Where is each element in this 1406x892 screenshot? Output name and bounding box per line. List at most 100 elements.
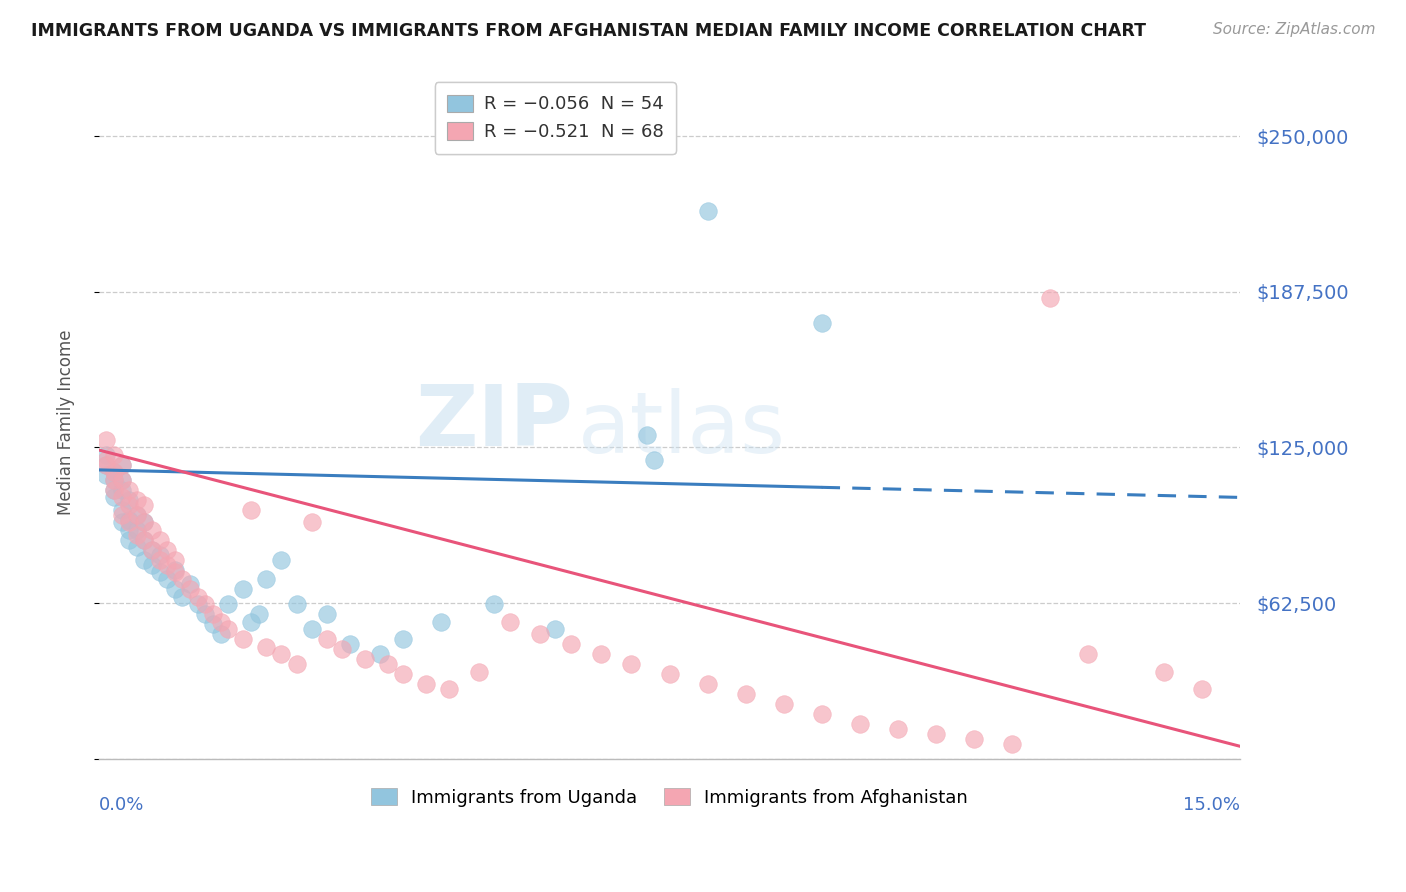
Point [118, 498, 141, 512]
Point [172, 590, 194, 604]
Point [149, 548, 172, 562]
Point [111, 483, 134, 497]
Point [201, 607, 224, 622]
Point [810, 706, 832, 721]
Point [103, 473, 125, 487]
Point [354, 652, 377, 666]
Point [285, 657, 308, 672]
Point [240, 615, 263, 629]
Point [201, 617, 224, 632]
Point [217, 622, 239, 636]
Point [141, 542, 163, 557]
Point [1039, 291, 1062, 305]
Point [111, 508, 134, 522]
Point [696, 203, 718, 218]
Point [254, 573, 277, 587]
Text: ZIP: ZIP [415, 381, 572, 464]
Point [232, 582, 254, 597]
Point [848, 717, 870, 731]
Point [430, 615, 453, 629]
Point [887, 722, 910, 736]
Point [111, 473, 134, 487]
Point [156, 573, 179, 587]
Point [125, 492, 148, 507]
Point [125, 540, 148, 554]
Point [810, 316, 832, 330]
Point [316, 607, 339, 622]
Point [392, 632, 415, 647]
Point [285, 598, 308, 612]
Point [415, 677, 437, 691]
Point [560, 637, 582, 651]
Point [163, 565, 186, 579]
Point [111, 458, 134, 472]
Point [330, 642, 353, 657]
Point [529, 627, 551, 641]
Point [125, 508, 148, 522]
Point [544, 622, 567, 636]
Point [270, 552, 292, 566]
Point [134, 515, 156, 529]
Point [141, 542, 163, 557]
Point [163, 562, 186, 576]
Point [96, 458, 118, 472]
Point [118, 492, 141, 507]
Point [103, 448, 125, 462]
Point [118, 533, 141, 547]
Point [141, 558, 163, 572]
Point [468, 665, 491, 679]
Point [499, 615, 522, 629]
Point [270, 647, 292, 661]
Point [179, 577, 201, 591]
Point [209, 615, 232, 629]
Point [658, 667, 681, 681]
Point [156, 542, 179, 557]
Point [125, 523, 148, 537]
Point [134, 533, 156, 547]
Point [636, 428, 658, 442]
Point [734, 687, 756, 701]
Point [149, 552, 172, 566]
Point [103, 466, 125, 480]
Point [111, 473, 134, 487]
Text: 15.0%: 15.0% [1184, 796, 1240, 814]
Point [111, 502, 134, 516]
Point [339, 637, 361, 651]
Point [1001, 737, 1024, 751]
Point [1153, 665, 1175, 679]
Point [111, 515, 134, 529]
Point [149, 533, 172, 547]
Point [156, 558, 179, 572]
Point [118, 483, 141, 497]
Text: atlas: atlas [578, 388, 786, 471]
Point [217, 598, 239, 612]
Legend: R = −0.056  N = 54, R = −0.521  N = 68: R = −0.056 N = 54, R = −0.521 N = 68 [434, 82, 676, 153]
Point [437, 681, 460, 696]
Text: 0.0%: 0.0% [98, 796, 145, 814]
Point [96, 453, 118, 467]
Point [134, 515, 156, 529]
Point [1191, 681, 1213, 696]
Point [696, 677, 718, 691]
Point [96, 448, 118, 462]
Point [589, 647, 612, 661]
Y-axis label: Median Family Income: Median Family Income [58, 330, 75, 516]
Point [484, 598, 506, 612]
Point [179, 582, 201, 597]
Point [163, 552, 186, 566]
Point [963, 731, 986, 746]
Point [301, 622, 323, 636]
Point [134, 533, 156, 547]
Point [103, 466, 125, 480]
Point [125, 508, 148, 522]
Point [118, 515, 141, 529]
Point [301, 515, 323, 529]
Point [103, 483, 125, 497]
Point [232, 632, 254, 647]
Point [240, 502, 263, 516]
Point [103, 483, 125, 497]
Point [772, 697, 794, 711]
Text: Source: ZipAtlas.com: Source: ZipAtlas.com [1212, 22, 1375, 37]
Point [247, 607, 270, 622]
Point [96, 467, 118, 482]
